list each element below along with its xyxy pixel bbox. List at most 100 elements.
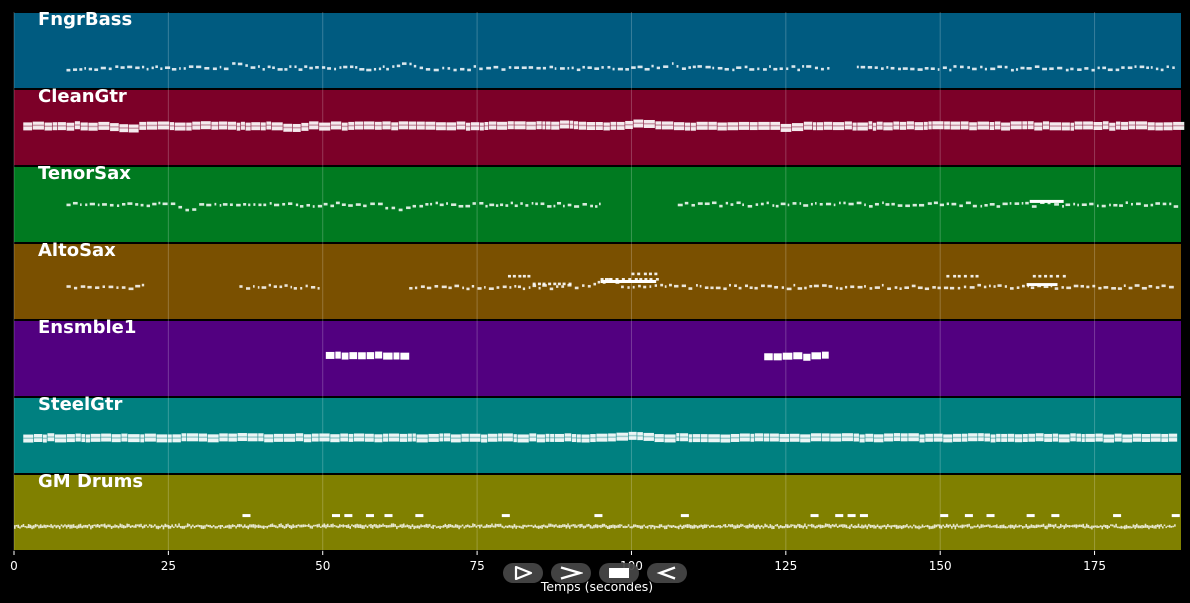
note (299, 205, 304, 208)
note (127, 202, 133, 205)
drum-hit (899, 525, 901, 529)
drum-hit (880, 525, 882, 530)
drum-hit (231, 524, 234, 528)
drum-hit (425, 523, 428, 528)
drum-hit (719, 525, 721, 529)
drum-hit (262, 525, 265, 529)
drum-hit (409, 525, 412, 529)
note (304, 65, 308, 68)
drum-hit (1113, 525, 1116, 528)
note (89, 202, 95, 206)
drum-hit (128, 523, 130, 527)
play-button[interactable] (503, 563, 543, 583)
note-inner (295, 436, 304, 438)
note (581, 434, 590, 443)
note (341, 203, 346, 207)
note-inner (603, 125, 610, 127)
note (277, 68, 283, 71)
drum-hit (456, 524, 459, 528)
note (488, 121, 497, 130)
note (571, 66, 574, 70)
note (1021, 202, 1024, 205)
drum-hit (577, 524, 580, 527)
note (335, 201, 340, 205)
drum-hit (639, 525, 642, 529)
note (206, 203, 212, 207)
note-inner (536, 437, 545, 439)
note-inner (925, 436, 933, 439)
drum-hit (342, 524, 345, 528)
drum-hit (835, 523, 837, 527)
note (383, 433, 389, 442)
track-label-0: FngrBass (38, 9, 132, 30)
stop-icon (609, 568, 629, 578)
note (171, 68, 177, 71)
note (984, 433, 990, 442)
note (980, 204, 983, 208)
note (844, 121, 852, 130)
note-inner (497, 124, 508, 127)
note-inner (789, 436, 800, 439)
drum-hit (1098, 526, 1100, 528)
drum-hit (487, 525, 490, 528)
note (284, 68, 288, 71)
note (869, 287, 873, 290)
drum-hit (1008, 525, 1010, 528)
drum-hit (1063, 525, 1066, 529)
note (893, 433, 901, 442)
note (186, 122, 192, 131)
note (923, 121, 928, 130)
drum-hit (107, 524, 109, 527)
drum-hit (1085, 523, 1088, 528)
note (334, 67, 337, 71)
drum-hit (970, 526, 972, 529)
note-inner (1141, 436, 1151, 439)
note (460, 67, 465, 71)
note (610, 121, 617, 130)
drum-hit (772, 526, 775, 530)
note-inner (1044, 436, 1053, 439)
drum-hit (401, 524, 403, 529)
drum-hit (660, 524, 663, 528)
rewind-button[interactable] (647, 563, 687, 583)
drum-hit (461, 524, 464, 527)
drum-hit (1030, 524, 1033, 528)
note-inner (779, 436, 790, 439)
note (1030, 286, 1035, 290)
note (803, 204, 809, 207)
drum-hit (1174, 524, 1176, 527)
note (66, 434, 75, 443)
note-inner (1085, 436, 1095, 439)
note (393, 352, 400, 360)
note (282, 202, 286, 206)
drum-hit (556, 525, 559, 528)
note (894, 286, 898, 289)
note-inner (876, 124, 883, 127)
note (88, 122, 98, 131)
drum-hit (980, 524, 983, 528)
drum-hit (558, 524, 561, 528)
drum-hit (1136, 523, 1138, 528)
note (951, 202, 957, 206)
drum-hit (819, 524, 822, 529)
drum-hit (1141, 525, 1143, 529)
note-inner (628, 434, 637, 437)
drum-hit (389, 524, 391, 528)
note-inner (717, 125, 727, 127)
stop-button[interactable] (599, 563, 639, 583)
x-tick-label-5: 125 (774, 559, 797, 573)
drum-hit (695, 524, 697, 528)
drum-hit (316, 524, 319, 528)
note (529, 433, 537, 442)
note (649, 285, 652, 288)
note (957, 286, 961, 290)
track-labels: FngrBassCleanGtrTenorSaxAltoSaxEnsmble1S… (38, 9, 143, 492)
drum-hit (394, 524, 396, 527)
note (927, 202, 932, 205)
note (932, 121, 944, 130)
drum-hit (489, 524, 492, 528)
note (382, 121, 391, 130)
fast-forward-button[interactable] (551, 563, 591, 583)
note (309, 66, 313, 70)
note (1109, 122, 1116, 131)
